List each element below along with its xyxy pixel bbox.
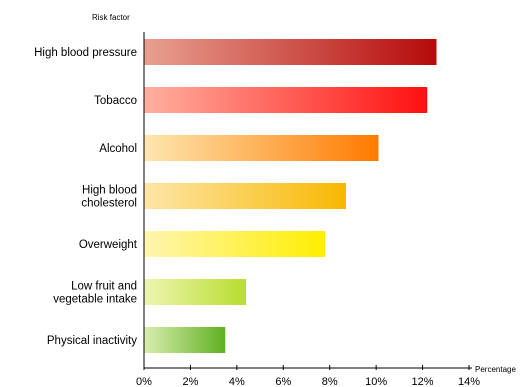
x-tick-label: 12% — [412, 376, 434, 387]
bar — [144, 135, 379, 161]
x-tick-label: 14% — [458, 376, 480, 387]
x-tick-label: 10% — [365, 376, 387, 387]
x-axis-title: Percentage — [475, 365, 516, 374]
bars-group — [144, 39, 437, 353]
axes-group: 0% 2% 4% 6% 8% 10% 12% 14% — [136, 32, 480, 387]
bar — [144, 231, 326, 257]
category-label: Physical inactivity — [47, 335, 137, 347]
bar — [144, 183, 346, 209]
x-tick-label: 2% — [182, 376, 198, 387]
bar — [144, 87, 428, 113]
x-tick-label: 8% — [322, 376, 338, 387]
bar — [144, 39, 437, 65]
category-label: Low fruit and vegetable intake — [53, 281, 137, 306]
category-label: High blood pressure — [34, 47, 137, 59]
x-tick-label: 4% — [229, 376, 245, 387]
category-label: Overweight — [79, 239, 138, 251]
y-axis-title: Risk factor — [92, 13, 130, 22]
category-label: Tobacco — [94, 95, 137, 107]
category-labels-group: High blood pressure Tobacco Alcohol High bl… — [34, 47, 138, 347]
category-label: High blood cholesterol — [81, 185, 137, 210]
bar — [144, 279, 247, 305]
x-tick-label: 6% — [275, 376, 291, 387]
category-label: Alcohol — [99, 143, 137, 155]
bar — [144, 327, 226, 353]
x-tick-label: 0% — [136, 376, 152, 387]
